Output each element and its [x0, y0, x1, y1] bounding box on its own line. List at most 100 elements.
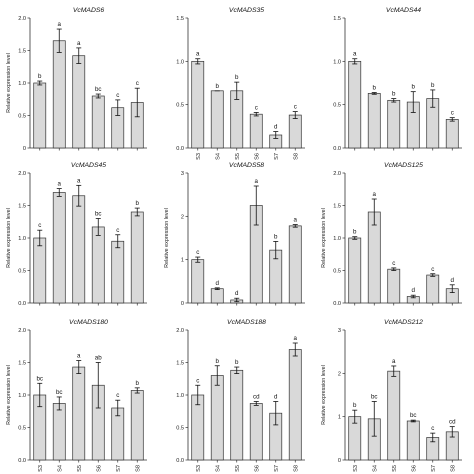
- significance-letter: b: [136, 200, 140, 207]
- significance-letter: d: [235, 290, 239, 297]
- chart-title: VcMADS45: [71, 162, 106, 169]
- significance-letter: a: [58, 21, 62, 28]
- significance-letter: bc: [371, 394, 378, 401]
- y-tick-label: 0.0: [333, 301, 341, 307]
- bar-s4: [52, 40, 66, 149]
- significance-letter: b: [216, 83, 220, 90]
- significance-letter: c: [196, 377, 199, 384]
- y-tick-label: 0.5: [333, 103, 341, 109]
- y-tick-label: 0.5: [18, 426, 26, 432]
- x-tick-label: S7: [431, 465, 437, 472]
- y-tick-label: 1.5: [18, 361, 26, 367]
- bar-s4: [367, 211, 381, 304]
- bar-s3: [33, 237, 47, 304]
- bar-s7: [426, 274, 440, 304]
- chart-title: VcMADS44: [386, 7, 421, 14]
- bar-s8: [130, 390, 144, 461]
- chart-title: VcMADS125: [384, 162, 423, 169]
- y-tick-label: 2.0: [18, 328, 26, 334]
- significance-letter: c: [431, 266, 434, 273]
- chart-title: VcMADS58: [229, 162, 264, 169]
- y-tick-label: 0.5: [18, 269, 26, 275]
- x-tick-label: S3: [353, 465, 359, 472]
- significance-letter: b: [353, 229, 357, 236]
- bar-s5: [387, 370, 401, 461]
- bar-s5: [230, 369, 244, 461]
- x-tick-label: S5: [392, 465, 398, 472]
- significance-letter: bc: [95, 211, 102, 218]
- significance-letter: cd: [449, 419, 456, 426]
- significance-letter: c: [116, 392, 119, 399]
- significance-letter: d: [216, 280, 220, 287]
- y-tick-label: 1.0: [18, 393, 26, 399]
- significance-letter: b: [373, 85, 377, 92]
- y-axis-label: Relative expression level: [6, 53, 12, 113]
- x-tick-label: S5: [77, 465, 83, 472]
- chart-panel-vcmads212: VcMADS212 0 1 2 3 Relative expression level b S…: [321, 319, 462, 472]
- significance-letter: a: [373, 191, 377, 198]
- bar-s5: [72, 55, 86, 149]
- chart-title: VcMADS180: [69, 319, 108, 326]
- significance-letter: a: [77, 353, 81, 360]
- significance-letter: a: [255, 178, 259, 185]
- chart-title: VcMADS188: [227, 319, 266, 326]
- significance-letter: d: [412, 287, 416, 294]
- bar-s3: [33, 82, 47, 149]
- significance-letter: b: [353, 402, 357, 409]
- significance-letter: b: [136, 380, 140, 387]
- chart-panel-vcmads35: VcMADS35 0.0 0.5 1.0 1.5 a S3 b S4 b S5 c S6 d S7 c S8: [176, 7, 305, 160]
- y-tick-label: 1.5: [18, 204, 26, 210]
- y-tick-label: 0.5: [18, 114, 26, 120]
- y-tick-label: 1.5: [333, 16, 341, 22]
- bar-s8: [445, 119, 459, 149]
- y-axis-label: Relative expression level: [6, 365, 12, 425]
- bar-s5: [72, 366, 86, 461]
- significance-letter: b: [235, 359, 239, 366]
- y-tick-label: 0.0: [176, 146, 184, 152]
- significance-letter: cd: [253, 394, 260, 401]
- significance-letter: a: [77, 177, 81, 184]
- significance-letter: d: [274, 394, 278, 401]
- y-tick-label: 2.0: [18, 171, 26, 177]
- y-tick-label: 3: [181, 171, 184, 177]
- chart-panel-vcmads45: VcMADS45 0.0 0.5 1.0 1.5 2.0 Relative expressi…: [6, 162, 147, 307]
- x-tick-label: S7: [274, 465, 280, 472]
- y-tick-label: 1.0: [18, 236, 26, 242]
- bar-s3: [191, 60, 205, 149]
- significance-letter: b: [412, 84, 416, 91]
- y-axis-label: Relative expression level: [6, 208, 12, 268]
- chart-panel-vcmads125: VcMADS125 0.0 0.5 1.0 1.5 2.0 Relative express…: [321, 162, 462, 307]
- bar-s4: [52, 192, 66, 304]
- significance-letter: d: [274, 124, 278, 131]
- significance-letter: bc: [36, 375, 43, 382]
- significance-letter: a: [294, 335, 298, 342]
- significance-letter: bc: [410, 412, 417, 419]
- chart-title: VcMADS35: [229, 7, 264, 14]
- y-tick-label: 2.0: [18, 16, 26, 22]
- bar-s3: [348, 60, 362, 149]
- y-tick-label: 2: [181, 214, 184, 220]
- y-tick-label: 1: [181, 258, 184, 264]
- significance-letter: a: [58, 181, 62, 188]
- x-tick-label: S5: [235, 153, 241, 160]
- chart-title: VcMADS212: [384, 319, 423, 326]
- significance-letter: a: [196, 51, 200, 58]
- x-tick-label: S6: [96, 465, 102, 472]
- significance-letter: c: [392, 260, 395, 267]
- bar-s4: [52, 403, 66, 461]
- chart-panel-vcmads44: VcMADS44 0.0 0.5 1.0 1.5 a b b b b c: [333, 7, 462, 152]
- bar-s8: [288, 349, 302, 461]
- y-tick-label: 2.0: [333, 171, 341, 177]
- x-tick-label: S8: [135, 465, 141, 472]
- significance-letter: c: [116, 92, 119, 99]
- bar-s4: [210, 288, 224, 304]
- y-tick-label: 1.0: [333, 59, 341, 65]
- y-tick-label: 1.5: [18, 49, 26, 55]
- y-tick-label: 2: [338, 371, 341, 377]
- significance-letter: b: [216, 358, 220, 365]
- y-tick-label: 1.0: [176, 393, 184, 399]
- significance-letter: c: [116, 227, 119, 234]
- bar-s4: [210, 90, 224, 149]
- y-tick-label: 1.0: [18, 81, 26, 87]
- bar-s6: [91, 226, 105, 304]
